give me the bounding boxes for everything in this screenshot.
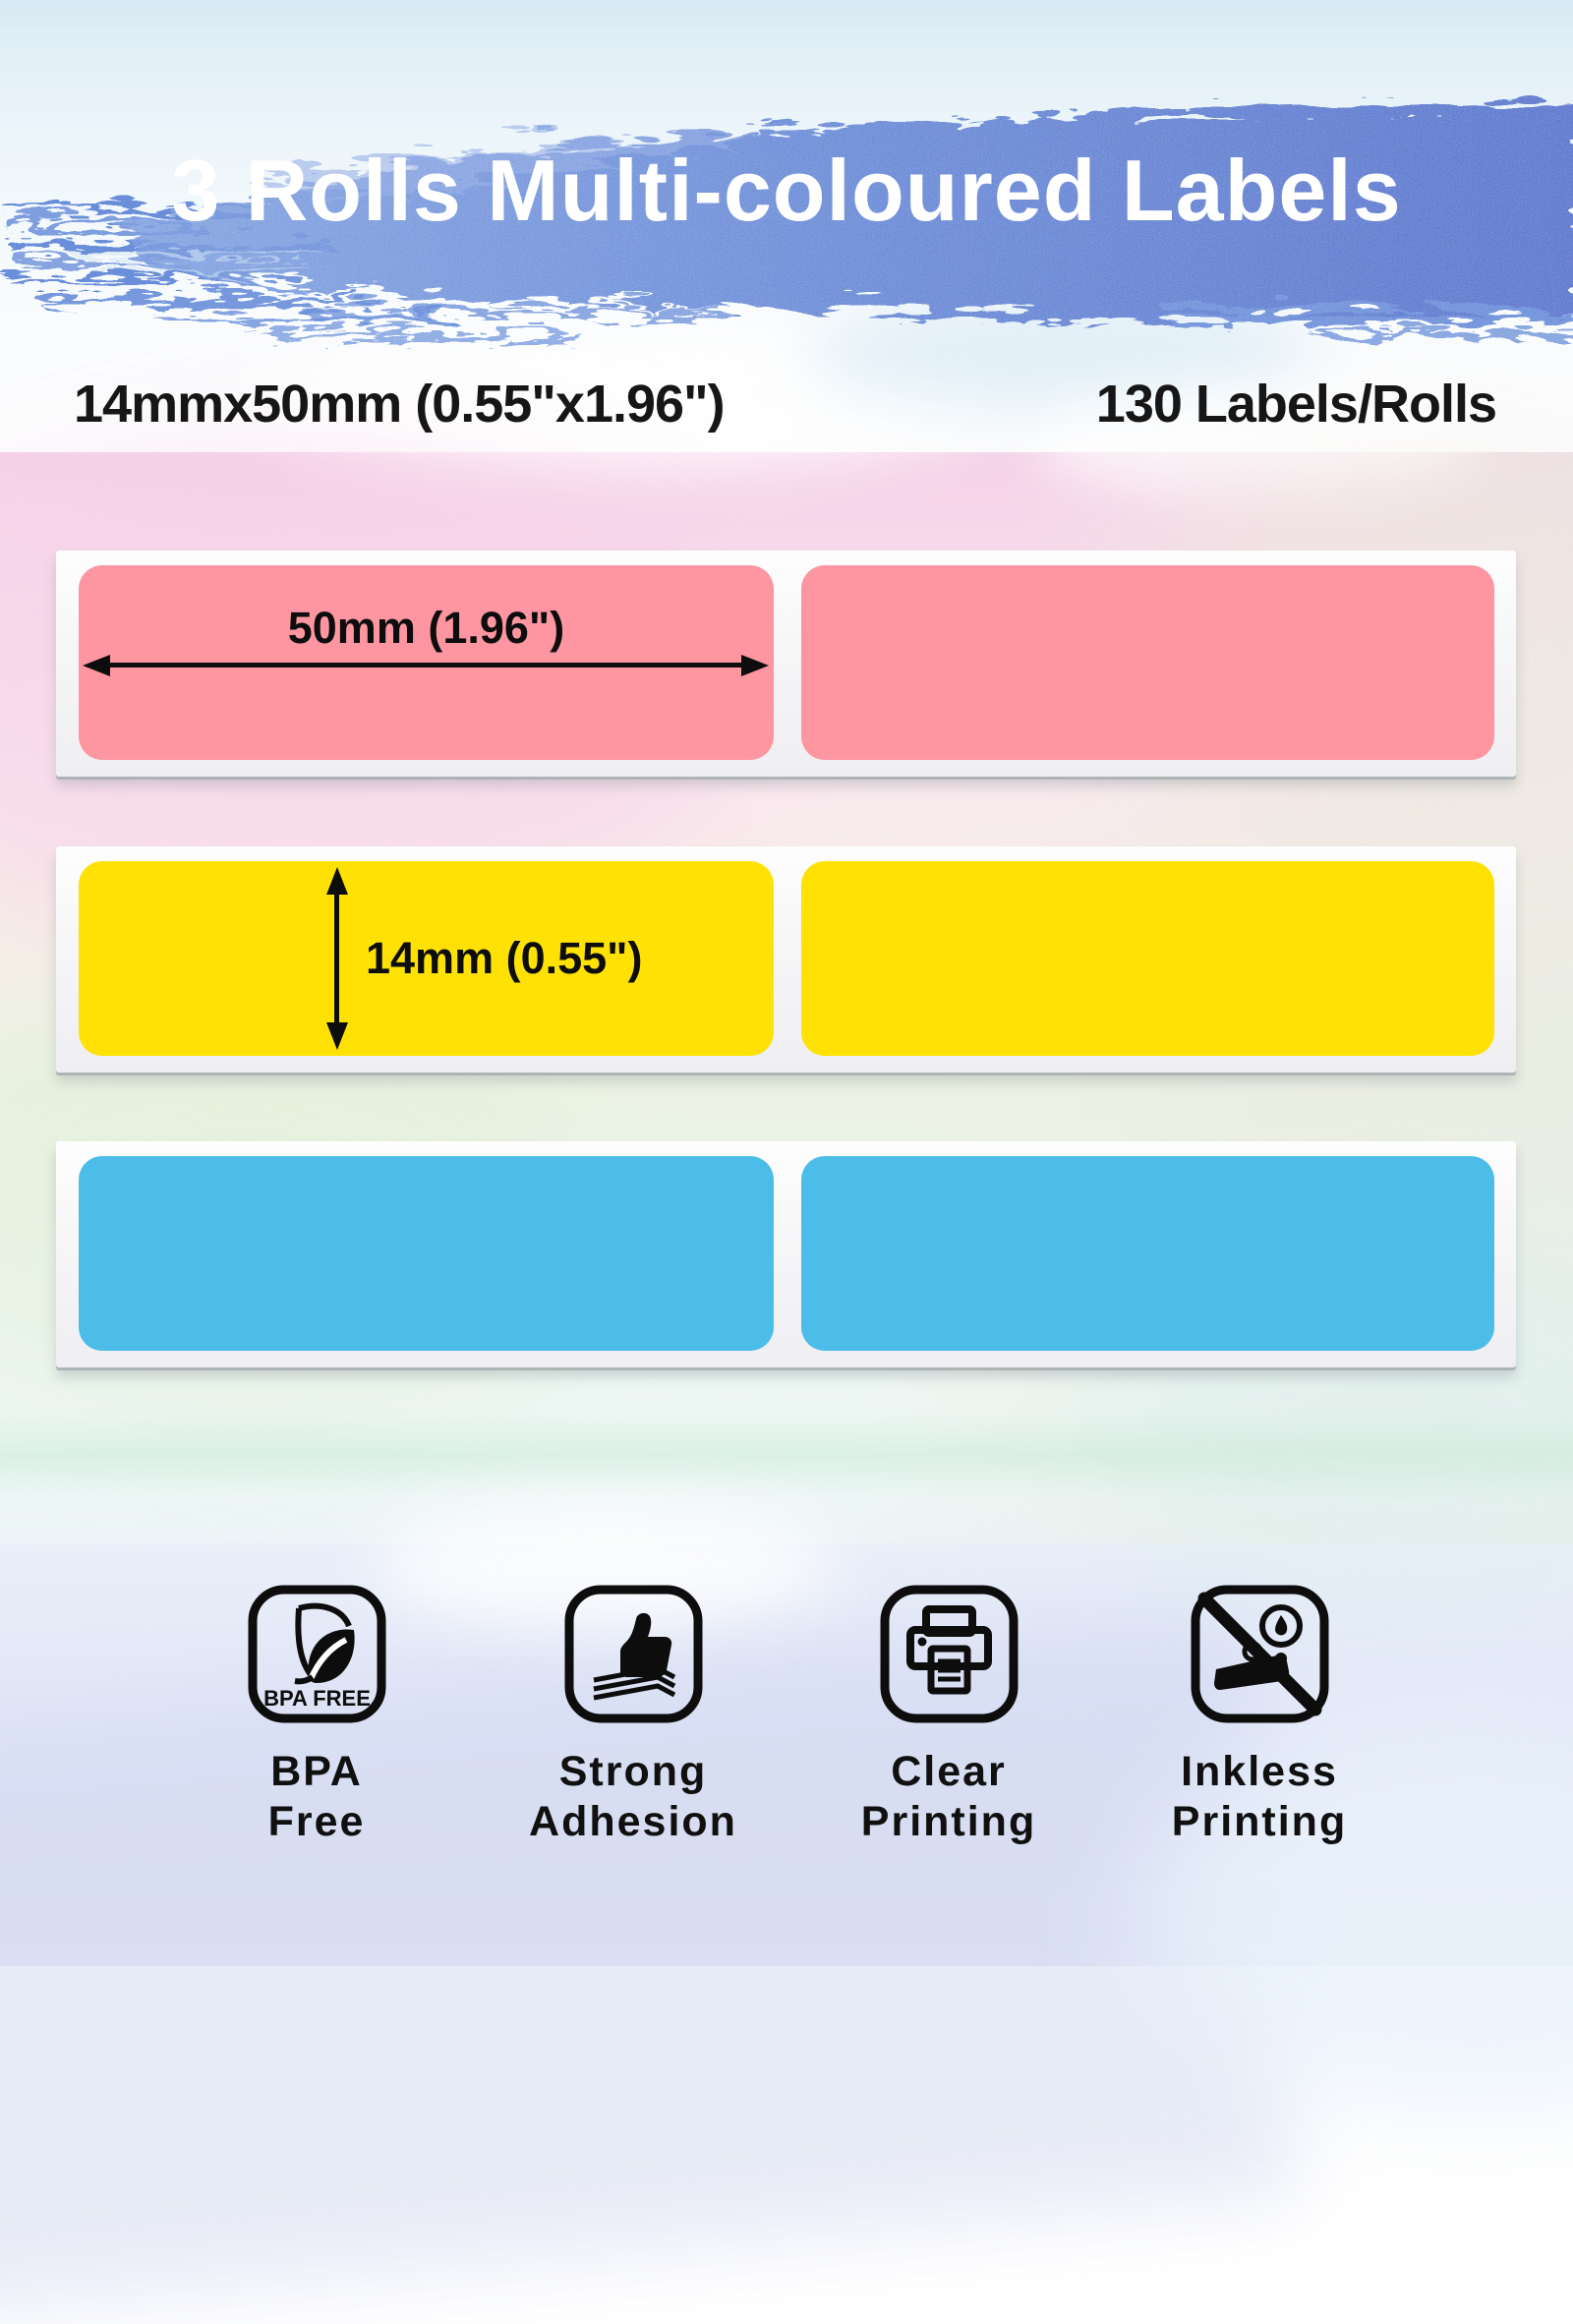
- bpa-free-icon: BPA FREE: [248, 1585, 385, 1723]
- labels-per-roll-spec: 130 Labels/Rolls: [1095, 375, 1497, 434]
- label-size-spec: 14mmx50mm (0.55"x1.96"): [74, 375, 726, 434]
- feature-label-line: Inkless: [1181, 1748, 1338, 1795]
- height-dimension-label: 14mm (0.55"): [366, 933, 643, 983]
- feature-card-inkless-printing: Inkless Printing: [1112, 1585, 1407, 1847]
- width-dimension-label: 50mm (1.96"): [287, 603, 565, 653]
- clear-printing-icon: [880, 1585, 1018, 1723]
- feature-label: Inkless Printing: [1172, 1747, 1347, 1847]
- feature-card-strong-adhesion: Strong Adhesion: [486, 1585, 781, 1847]
- strong-adhesion-icon: [564, 1585, 702, 1723]
- arrow-line: [96, 663, 755, 668]
- feature-label-line: BPA: [270, 1748, 363, 1795]
- roll-strip-blue: [56, 1141, 1516, 1367]
- feature-label-line: Printing: [1171, 1798, 1348, 1845]
- feature-label-line: Printing: [860, 1798, 1037, 1845]
- width-arrow: [83, 655, 769, 676]
- height-arrow: [326, 867, 348, 1050]
- label-sticker-blue: [801, 1156, 1494, 1351]
- roll-strip-pink: 50mm (1.96"): [56, 551, 1516, 777]
- cloud-shape: [1032, 388, 1485, 496]
- arrow-right-head-icon: [741, 655, 769, 676]
- roll-strip-yellow: 14mm (0.55"): [56, 846, 1516, 1073]
- inkless-printing-icon: [1191, 1585, 1328, 1723]
- arrow-down-head-icon: [326, 1022, 348, 1050]
- feature-label-line: Free: [267, 1798, 366, 1845]
- feature-label: BPA Free: [268, 1747, 366, 1847]
- label-sticker-pink: [801, 565, 1494, 760]
- feature-card-clear-printing: Clear Printing: [801, 1585, 1096, 1847]
- feature-card-bpa-free: BPA FREE BPA Free: [169, 1585, 464, 1847]
- banner-brush-stroke: [0, 54, 1573, 364]
- feature-label-line: Strong: [558, 1748, 708, 1795]
- feature-label: Strong Adhesion: [529, 1747, 737, 1847]
- page-title: 3 Rolls Multi-coloured Labels: [171, 142, 1402, 239]
- label-sticker-yellow: [801, 861, 1494, 1056]
- arrow-line: [334, 879, 339, 1038]
- bpa-free-badge-text: BPA FREE: [263, 1686, 371, 1711]
- label-sticker-pink: 50mm (1.96"): [79, 565, 774, 760]
- label-sticker-yellow: 14mm (0.55"): [79, 861, 774, 1056]
- feature-label-line: Adhesion: [529, 1798, 737, 1845]
- label-sticker-blue: [79, 1156, 774, 1351]
- feature-label: Clear Printing: [861, 1747, 1036, 1847]
- feature-label-line: Clear: [891, 1748, 1007, 1795]
- mint-band: [0, 1411, 1573, 1499]
- white-brush-blob: [374, 1502, 836, 1630]
